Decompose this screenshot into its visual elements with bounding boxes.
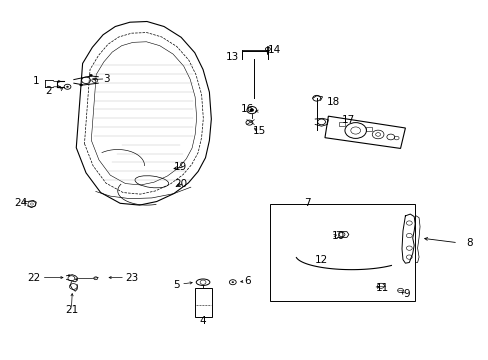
Circle shape <box>75 279 77 280</box>
Text: 13: 13 <box>225 52 238 62</box>
Text: 16: 16 <box>240 104 253 114</box>
Text: 3: 3 <box>103 73 109 84</box>
Circle shape <box>66 86 68 87</box>
Circle shape <box>231 282 233 283</box>
Text: 14: 14 <box>267 45 281 55</box>
Text: 1: 1 <box>33 76 40 86</box>
Text: 19: 19 <box>173 162 187 172</box>
Text: 4: 4 <box>199 316 206 325</box>
Text: 11: 11 <box>375 283 388 293</box>
Text: 6: 6 <box>244 276 251 286</box>
Text: 2: 2 <box>45 86 52 96</box>
Bar <box>194 288 211 317</box>
Text: 5: 5 <box>173 280 180 290</box>
Text: 22: 22 <box>27 273 41 283</box>
Bar <box>338 122 344 126</box>
Circle shape <box>249 109 253 112</box>
Circle shape <box>89 74 92 76</box>
Bar <box>269 204 414 301</box>
Text: 20: 20 <box>173 179 186 189</box>
Text: 9: 9 <box>402 289 409 299</box>
Text: 7: 7 <box>304 198 310 208</box>
Text: 15: 15 <box>252 126 265 135</box>
Text: 24: 24 <box>15 198 28 208</box>
Text: 8: 8 <box>465 238 472 248</box>
Bar <box>366 127 371 131</box>
Text: 18: 18 <box>326 97 339 107</box>
Text: 10: 10 <box>331 231 345 240</box>
Text: 17: 17 <box>341 115 355 125</box>
Circle shape <box>68 275 70 276</box>
Circle shape <box>80 84 82 86</box>
Text: 23: 23 <box>125 273 138 283</box>
Text: 21: 21 <box>64 305 78 315</box>
Text: 12: 12 <box>315 255 328 265</box>
